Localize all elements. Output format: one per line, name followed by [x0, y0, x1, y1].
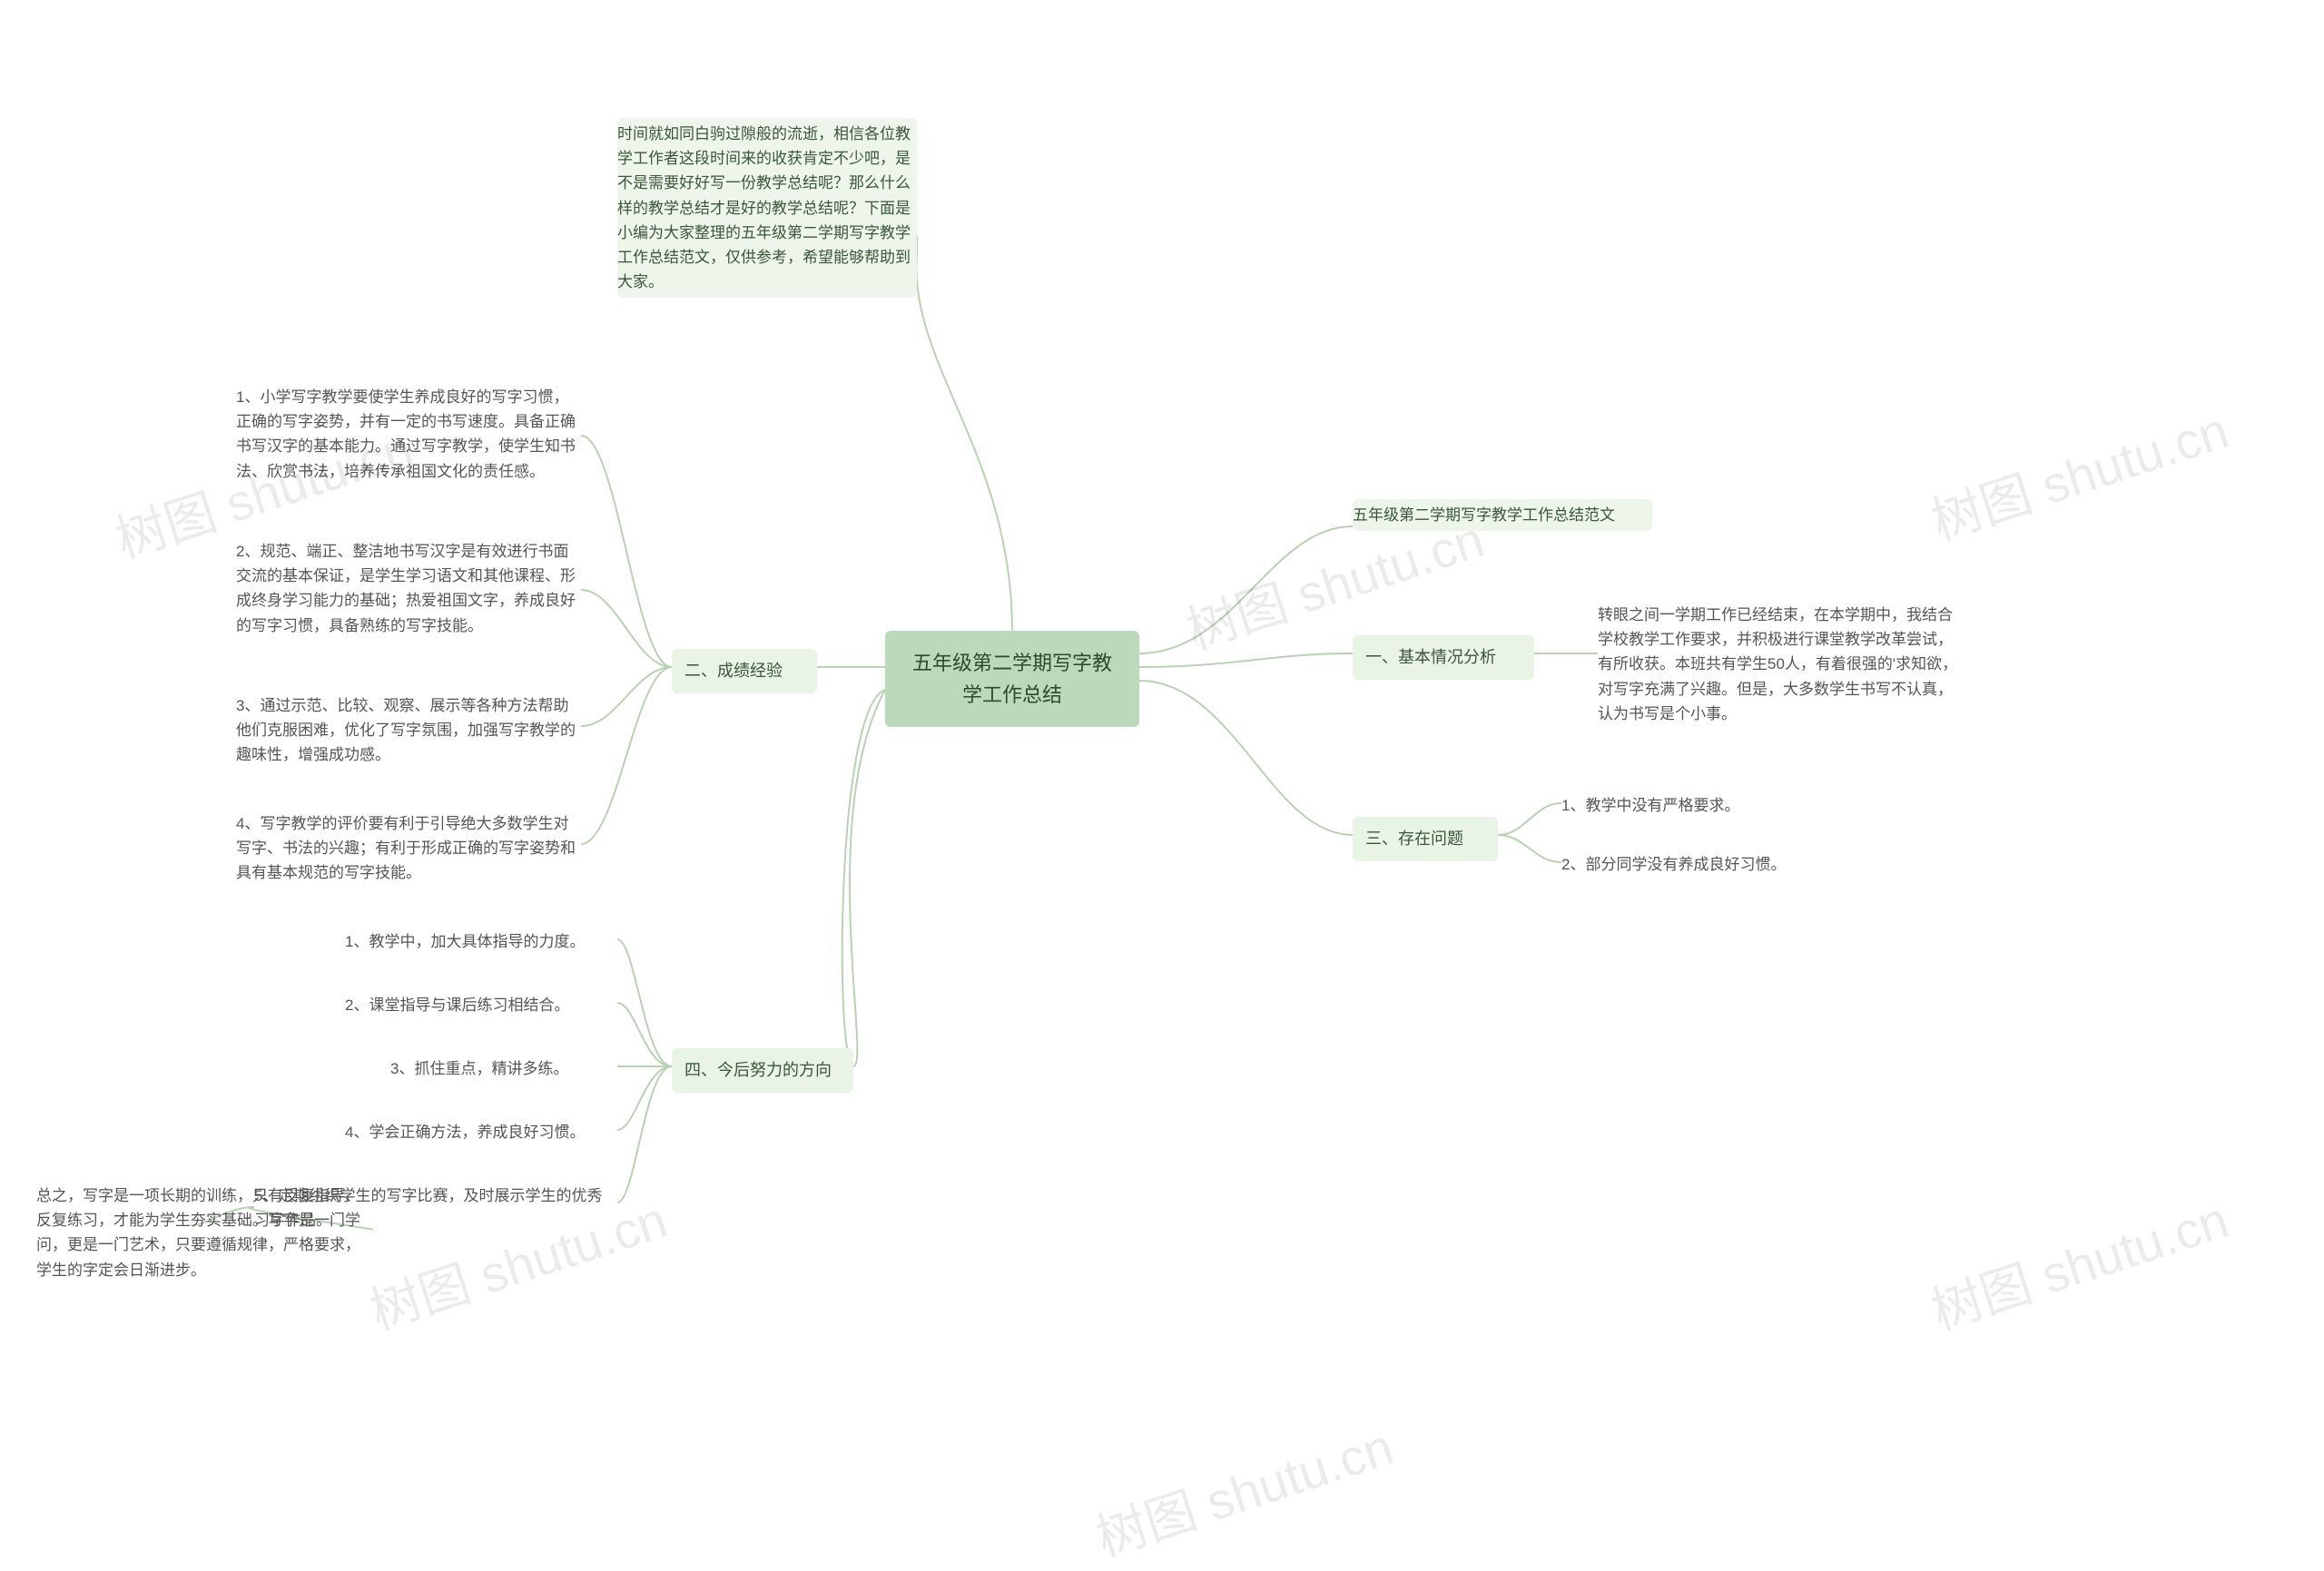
root-node[interactable]: 五年级第二学期写字教学工作总结	[885, 631, 1139, 727]
basic-analysis-text: 转眼之间一学期工作已经结束，在本学期中，我结合学校教学工作要求，并积极进行课堂教…	[1598, 599, 1961, 730]
future-leaf-4: 4、学会正确方法，养成良好习惯。	[345, 1116, 617, 1148]
watermark: 树图 shutu.cn	[1921, 1180, 2237, 1345]
problem-leaf-2: 2、部分同学没有养成良好习惯。	[1561, 849, 1852, 880]
exp-leaf-3: 3、通过示范、比较、观察、展示等各种方法帮助他们克服困难，优化了写字氛围，加强写…	[236, 690, 581, 771]
branch-future[interactable]: 四、今后努力的方向	[672, 1048, 853, 1093]
problem-leaf-1: 1、教学中没有严格要求。	[1561, 790, 1852, 821]
right-title[interactable]: 五年级第二学期写字教学工作总结范文	[1353, 499, 1652, 531]
future-leaf-1: 1、教学中，加大具体指导的力度。	[345, 926, 617, 957]
branch-experience[interactable]: 二、成绩经验	[672, 649, 817, 693]
intro-text: 时间就如同白驹过隙般的流逝，相信各位教学工作者这段时间来的收获肯定不少吧，是不是…	[617, 118, 917, 298]
branch-problems[interactable]: 三、存在问题	[1353, 817, 1498, 861]
exp-leaf-4: 4、写字教学的评价要有利于引导绝大多数学生对写字、书法的兴趣；有利于形成正确的写…	[236, 808, 581, 889]
future-sub: 总之，写字是一项长期的训练，只有反复指导、反复练习，才能为学生夯实基础。写字是一…	[36, 1180, 372, 1286]
watermark: 树图 shutu.cn	[1086, 1407, 1402, 1571]
exp-leaf-1: 1、小学写字教学要使学生养成良好的写字习惯，正确的写字姿势，并有一定的书写速度。…	[236, 381, 581, 487]
watermark: 树图 shutu.cn	[1921, 390, 2237, 555]
future-leaf-2: 2、课堂指导与课后练习相结合。	[345, 989, 617, 1021]
exp-leaf-2: 2、规范、端正、整洁地书写汉字是有效进行书面交流的基本保证，是学生学习语文和其他…	[236, 535, 581, 642]
future-leaf-3: 3、抓住重点，精讲多练。	[390, 1053, 617, 1085]
branch-basic-analysis[interactable]: 一、基本情况分析	[1353, 635, 1534, 680]
